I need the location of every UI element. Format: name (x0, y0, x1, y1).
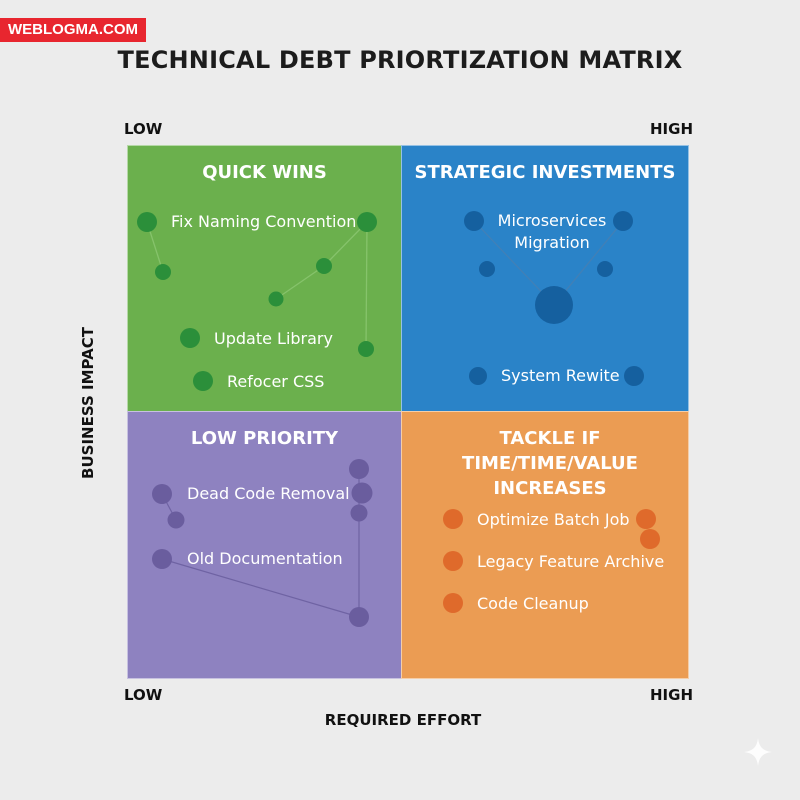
item-dead-code-removal: Dead Code Removal (187, 484, 350, 503)
low-priority-marker (349, 607, 369, 627)
quadrant-title-quick-wins: QUICK WINS (202, 162, 327, 183)
low-priority-marker (152, 484, 172, 504)
sparkle-icon (744, 738, 772, 766)
quick-wins-marker (180, 328, 200, 348)
item-optimize-batch-job: Optimize Batch Job (477, 510, 630, 529)
quick-wins-marker (137, 212, 157, 232)
page-title: TECHNICAL DEBT PRIORTIZATION MATRIX (117, 46, 683, 74)
quadrant-strategic-investments: STRATEGIC INVESTMENTS Microservices Migr… (401, 145, 689, 412)
strategic-marker (613, 211, 633, 231)
low-priority-marker (152, 549, 172, 569)
item-fix-naming-convention: Fix Naming Convention (171, 212, 357, 231)
item-update-library: Update Library (214, 329, 333, 348)
brand-badge[interactable]: WEBLOGMA.COM (0, 18, 146, 42)
quadrant-low-priority: LOW PRIORITY Dead Code Removal Old Docum… (127, 411, 402, 679)
item-microservices-migration: Microservices Migration (497, 211, 607, 252)
low-priority-marker (351, 482, 373, 504)
quadrant-title-tackle-if-time: TACKLE IF TIME/TIME/VALUE INCREASES (462, 428, 638, 499)
effort-low-label: LOW (124, 686, 163, 704)
item-system-rewite: System Rewite (501, 366, 620, 385)
item-old-documentation: Old Documentation (187, 549, 343, 568)
strategic-marker (464, 211, 484, 231)
item-code-cleanup: Code Cleanup (477, 594, 589, 613)
strategic-marker (469, 367, 487, 385)
y-axis-label: BUSINESS IMPACT (79, 327, 97, 479)
quick-wins-marker (155, 264, 171, 280)
tackle-marker (640, 529, 660, 549)
item-legacy-feature-archive: Legacy Feature Archive (477, 552, 665, 571)
quick-wins-marker (316, 258, 332, 274)
strategic-marker (535, 286, 573, 324)
low-priority-marker (167, 511, 185, 529)
low-priority-marker (350, 504, 368, 522)
quadrant-quick-wins: QUICK WINS Fix Naming Convention Update … (127, 145, 402, 412)
quick-wins-marker (358, 341, 374, 357)
tackle-marker (443, 551, 463, 571)
quick-wins-marker (193, 371, 213, 391)
impact-high-label: HIGH (650, 120, 694, 138)
tackle-marker (443, 593, 463, 613)
quadrant-title-low-priority: LOW PRIORITY (190, 428, 339, 449)
strategic-marker (479, 261, 495, 277)
strategic-marker (597, 261, 613, 277)
impact-low-label: LOW (124, 120, 163, 138)
quick-wins-marker (268, 291, 284, 307)
item-refocer-css: Refocer CSS (227, 372, 325, 391)
strategic-marker (624, 366, 644, 386)
tackle-marker (443, 509, 463, 529)
quick-wins-marker (357, 212, 377, 232)
tackle-marker (636, 509, 656, 529)
x-axis-label: REQUIRED EFFORT (324, 711, 482, 729)
effort-high-label: HIGH (650, 686, 694, 704)
quadrant-title-strategic-investments: STRATEGIC INVESTMENTS (414, 162, 676, 183)
low-priority-marker (349, 459, 369, 479)
